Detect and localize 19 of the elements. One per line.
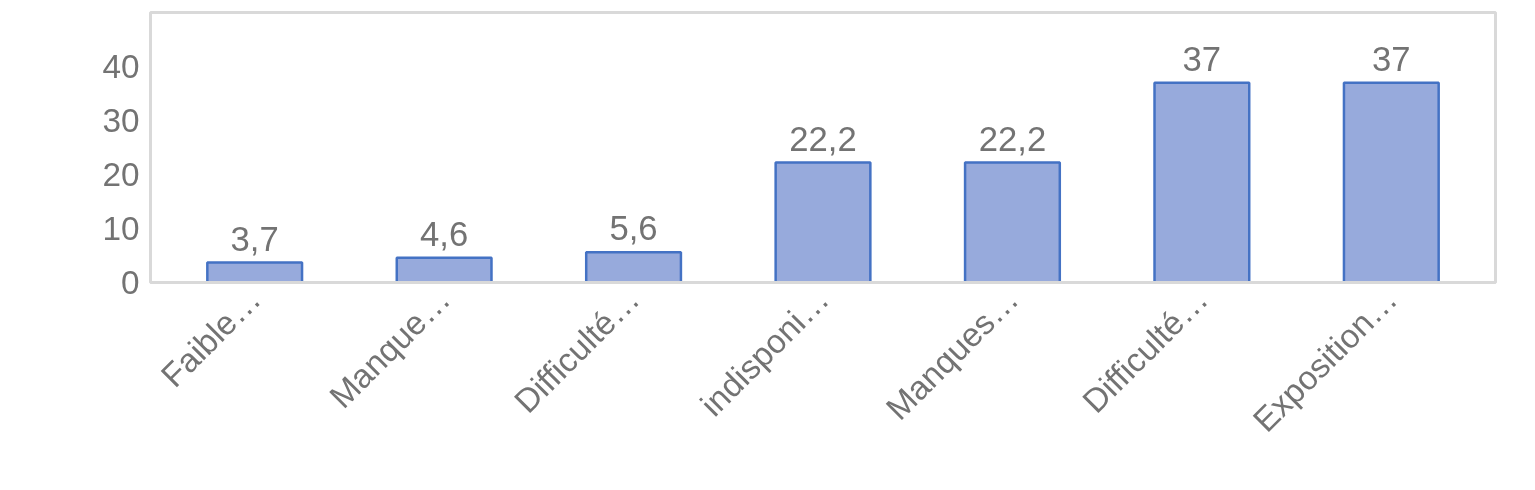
data-label: 22,2 xyxy=(789,119,857,158)
data-label: 22,2 xyxy=(978,119,1047,158)
bar xyxy=(1342,81,1440,283)
y-tick-label: 10 xyxy=(102,210,140,247)
bar xyxy=(206,261,304,283)
y-tick-label: 20 xyxy=(102,156,140,193)
bar xyxy=(963,161,1062,283)
data-label: 3,7 xyxy=(230,219,279,258)
y-tick-label: 0 xyxy=(120,264,140,301)
data-label: 5,6 xyxy=(609,209,658,248)
data-label: 4,6 xyxy=(420,214,469,253)
bar xyxy=(395,256,493,283)
data-label: 37 xyxy=(1182,39,1222,78)
data-label: 37 xyxy=(1372,39,1411,78)
y-tick-label: 30 xyxy=(102,102,140,139)
y-tick-label: 40 xyxy=(102,48,140,85)
bar xyxy=(1153,81,1251,283)
bar xyxy=(774,161,872,283)
bar xyxy=(584,251,683,283)
